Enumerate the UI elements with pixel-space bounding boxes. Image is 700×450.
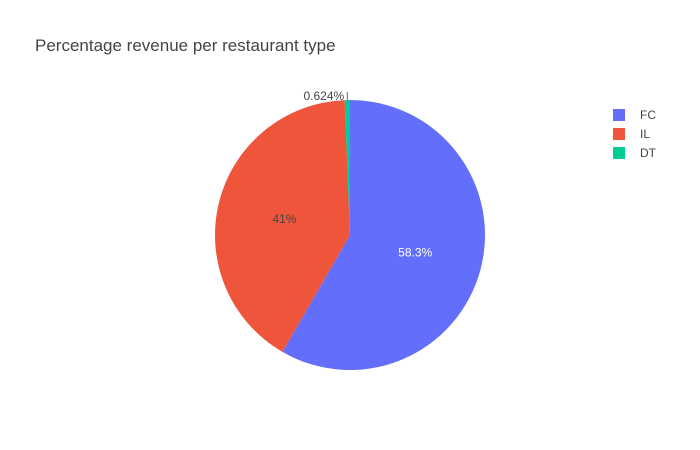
pie-slice-labels: 58.3% 41% 0.624% [272,89,432,259]
legend-label-fc: FC [640,108,656,122]
legend-swatch-il [613,128,625,140]
legend-item-dt[interactable]: DT [613,146,657,160]
chart-title: Percentage revenue per restaurant type [35,36,336,55]
pie-slice-fc[interactable] [282,100,486,370]
legend-swatch-dt [613,147,625,159]
pie-slices [215,100,486,370]
pie-slice-dt[interactable] [344,100,350,235]
legend-label-dt: DT [640,146,657,160]
legend-swatch-fc [613,109,625,121]
slice-label-fc: 58.3% [398,245,432,259]
slice-label-dt: 0.624% [303,89,344,103]
legend-item-fc[interactable]: FC [613,108,656,122]
legend[interactable]: FC IL DT [613,108,657,160]
legend-label-il: IL [640,127,650,141]
pie-slice-il[interactable] [215,100,350,352]
slice-label-il: 41% [272,212,296,226]
legend-item-il[interactable]: IL [613,127,650,141]
